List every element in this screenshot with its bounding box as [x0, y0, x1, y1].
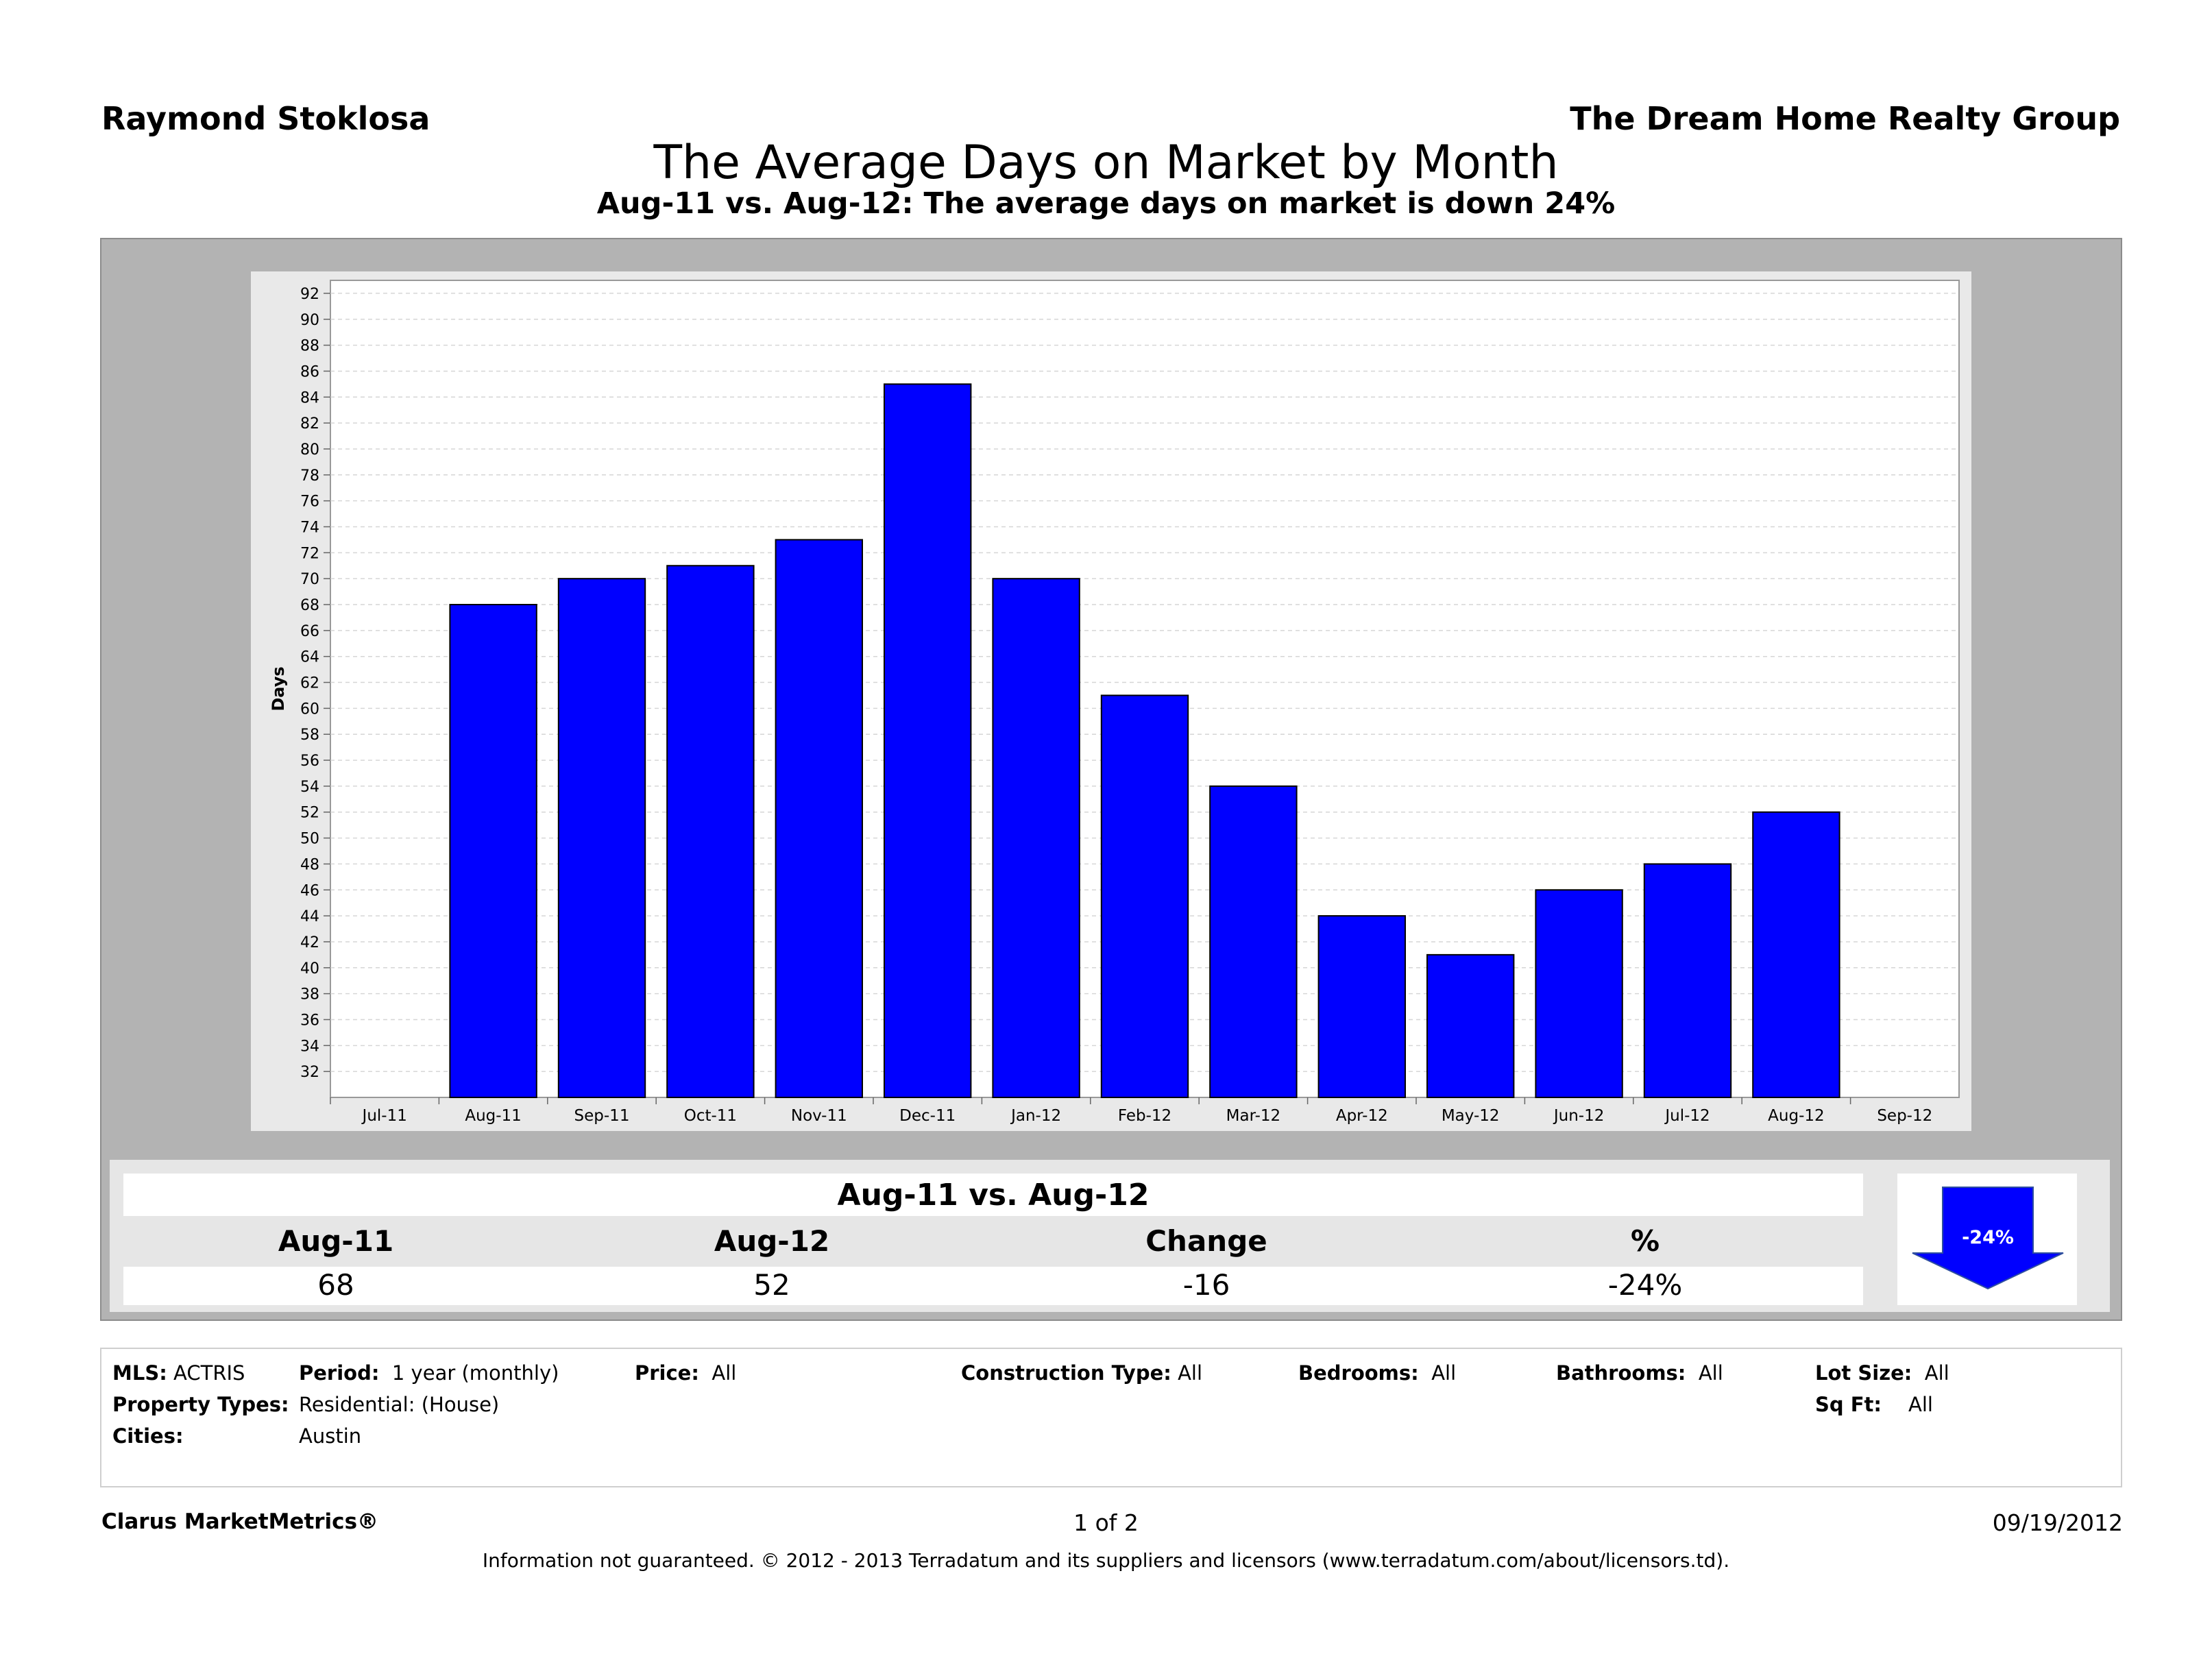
y-tick-label: 58	[300, 727, 319, 744]
y-tick-label: 70	[300, 571, 319, 588]
y-tick-label: 50	[300, 831, 319, 848]
bar-jun-12	[1535, 889, 1623, 1098]
x-tick-label: Jul-12	[1664, 1107, 1710, 1125]
criteria-sqft-value: All	[1908, 1393, 1933, 1416]
criteria-property-types-label: Property Types:	[112, 1393, 289, 1416]
criteria-construction-type: Construction Type: All	[961, 1361, 1203, 1385]
x-tick-label: Sep-11	[574, 1107, 630, 1125]
y-tick-label: 92	[300, 286, 319, 303]
x-tick-label: Dec-11	[899, 1107, 956, 1125]
criteria-mls: MLS: ACTRIS	[112, 1361, 245, 1385]
criteria-lot-size: Lot Size: All	[1815, 1361, 1949, 1385]
y-tick-label: 48	[300, 856, 319, 873]
y-tick-label: 66	[300, 623, 319, 640]
summary-value-aug-12: 52	[753, 1268, 790, 1302]
bar-apr-12	[1317, 915, 1406, 1098]
y-tick-label: 74	[300, 519, 319, 536]
y-tick-label: 86	[300, 363, 319, 380]
y-tick-label: 44	[300, 908, 319, 925]
y-tick-label: 42	[300, 934, 319, 951]
summary-value-percent: -24%	[1607, 1268, 1683, 1302]
criteria-period: Period: 1 year (monthly)	[299, 1361, 559, 1385]
y-tick-label: 40	[300, 960, 319, 977]
y-tick-label: 38	[300, 986, 319, 1004]
y-tick-label: 32	[300, 1064, 319, 1081]
summary-value-change: -16	[1182, 1268, 1230, 1302]
page-title: The Average Days on Market by Month	[653, 136, 1559, 190]
summary-header-aug-12: Aug-12	[714, 1224, 830, 1258]
bar-may-12	[1426, 953, 1515, 1098]
y-tick-label: 62	[300, 675, 319, 692]
y-tick-label: 72	[300, 545, 319, 562]
x-tick-label: Nov-11	[791, 1107, 847, 1125]
criteria-bedrooms: Bedrooms: All	[1298, 1361, 1457, 1385]
x-tick-label: Aug-12	[1768, 1107, 1824, 1125]
down-arrow-icon: -24%	[1912, 1187, 2064, 1290]
y-tick-label: 80	[300, 441, 319, 459]
page-subtitle: Aug-11 vs. Aug-12: The average days on m…	[596, 186, 1616, 221]
bar-dec-11	[884, 383, 972, 1098]
x-tick-label: Mar-12	[1226, 1107, 1281, 1125]
x-tick-label: Oct-11	[684, 1107, 737, 1125]
y-tick-label: 78	[300, 467, 319, 485]
y-tick-label: 88	[300, 338, 319, 355]
bar-nov-11	[775, 539, 863, 1098]
y-tick-label: 52	[300, 805, 319, 822]
y-tick-label: 68	[300, 597, 319, 614]
x-tick-label: Jun-12	[1553, 1107, 1605, 1125]
y-tick-label: 46	[300, 882, 319, 899]
page-number: 1 of 2	[1073, 1509, 1139, 1536]
summary-title: Aug-11 vs. Aug-12	[837, 1178, 1150, 1213]
bar-jan-12	[992, 578, 1080, 1098]
summary-value-aug-11: 68	[317, 1268, 354, 1302]
summary-header-percent: %	[1630, 1224, 1660, 1258]
bar-jul-12	[1643, 863, 1732, 1099]
x-tick-label: Feb-12	[1118, 1107, 1171, 1125]
disclaimer: Information not guaranteed. © 2012 - 201…	[482, 1549, 1730, 1572]
bar-chart: 32 34 36 38 40 42 44 46 48 50 52 54 56 58 60 62 64 66 68 70…	[269, 280, 1960, 1125]
bar-mar-12	[1209, 785, 1298, 1099]
y-tick-label: 36	[300, 1012, 319, 1029]
footer-brand: Clarus MarketMetrics®	[101, 1509, 379, 1534]
y-tick-label: 60	[300, 701, 319, 718]
agent-name: Raymond Stoklosa	[101, 100, 430, 137]
criteria-property-types-value: Residential: (House)	[299, 1393, 500, 1416]
summary-header-aug-11: Aug-11	[278, 1224, 394, 1258]
x-tick-label: Apr-12	[1336, 1107, 1388, 1125]
summary-values-row	[123, 1267, 1863, 1305]
y-tick-label: 76	[300, 494, 319, 511]
company-name: The Dream Home Realty Group	[1570, 100, 2120, 137]
y-tick-label: 82	[300, 415, 319, 433]
y-tick-label: 90	[300, 312, 319, 329]
summary-panel: Aug-11 vs. Aug-12 Aug-11 Aug-12 Change %…	[110, 1160, 2110, 1312]
x-tick-label: Jul-11	[361, 1107, 407, 1125]
criteria-price: Price: All	[635, 1361, 737, 1385]
bar-aug-12	[1752, 811, 1840, 1098]
bar-sep-11	[557, 578, 646, 1098]
x-tick-label: Sep-12	[1877, 1107, 1932, 1125]
criteria-sqft-label: Sq Ft:	[1815, 1393, 1882, 1416]
criteria-cities-label: Cities:	[112, 1424, 184, 1448]
search-criteria-box: MLS: ACTRIS Period: 1 year (monthly) Pri…	[100, 1348, 2122, 1487]
criteria-cities-value: Austin	[299, 1424, 362, 1448]
y-tick-label: 84	[300, 389, 319, 406]
bar-oct-11	[666, 565, 755, 1098]
x-tick-label: Aug-11	[465, 1107, 521, 1125]
bar-aug-11	[449, 604, 537, 1098]
y-axis-label: Days	[269, 666, 288, 711]
y-tick-label: 54	[300, 779, 319, 796]
y-tick-label: 56	[300, 753, 319, 770]
summary-header-change: Change	[1145, 1224, 1267, 1258]
y-tick-label: 64	[300, 649, 319, 666]
criteria-bathrooms: Bathrooms: All	[1556, 1361, 1723, 1385]
report-date: 09/19/2012	[1992, 1509, 2123, 1536]
x-tick-label: May-12	[1442, 1107, 1500, 1125]
trend-arrow-label: -24%	[1962, 1227, 2014, 1248]
x-tick-label: Jan-12	[1010, 1107, 1061, 1125]
bar-feb-12	[1100, 694, 1189, 1098]
y-tick-label: 34	[300, 1038, 319, 1055]
summary-title-cell	[123, 1174, 1863, 1216]
